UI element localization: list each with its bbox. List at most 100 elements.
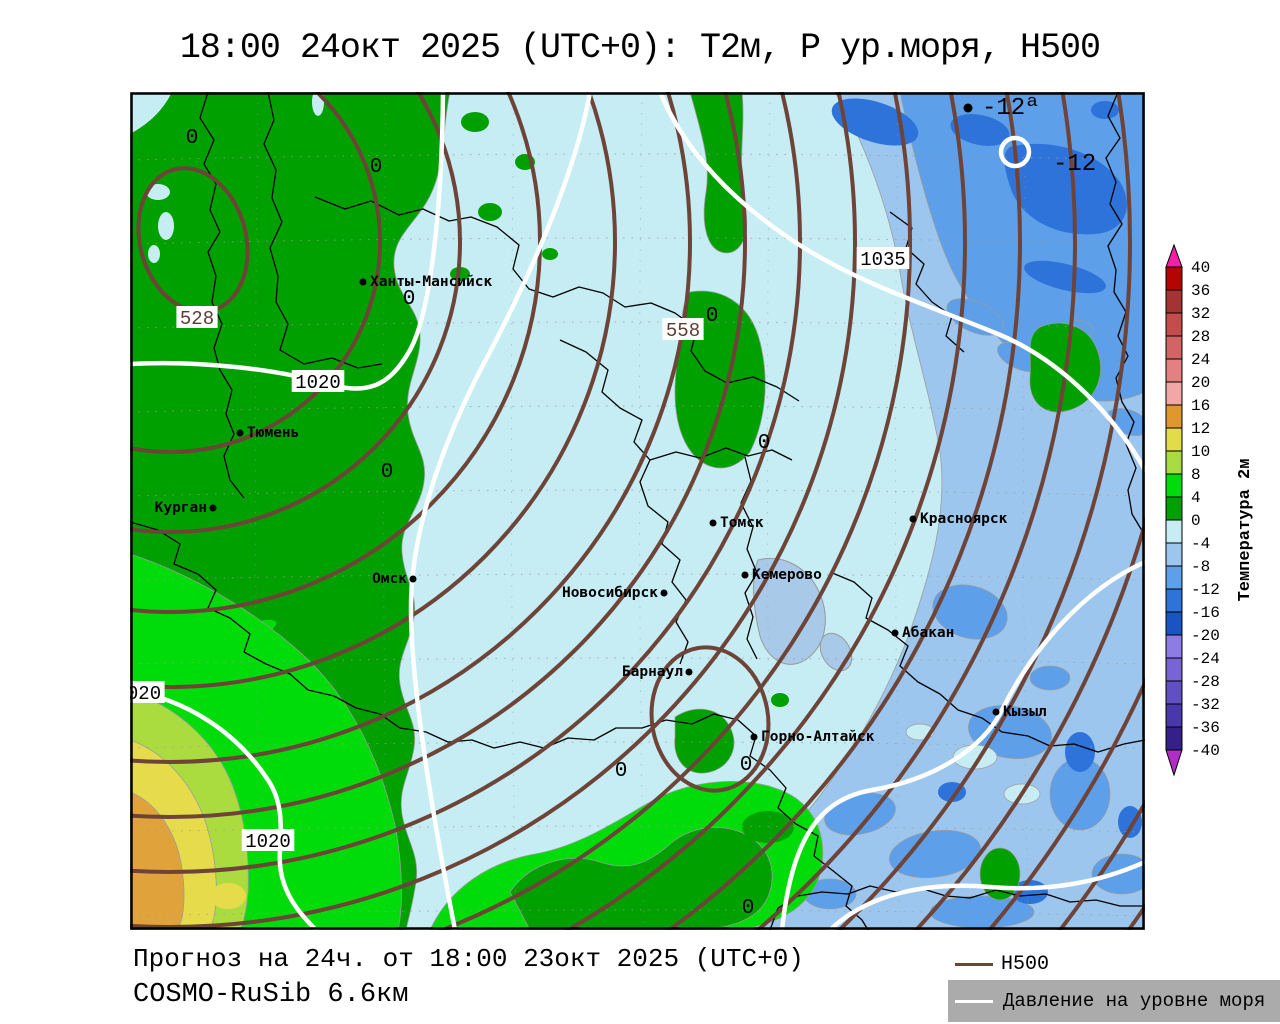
colorbar-segment — [1165, 496, 1183, 521]
temperature-colorbar: 40 36 32 28 24 20 16 12 10 8 4 0 -4 -8 -12 -16 -20 -24 -28… — [1165, 243, 1280, 803]
pressure-contour-label: 1035 — [856, 247, 910, 271]
city-marker: Барнаул — [622, 664, 693, 680]
legend-pressure: Давление на уровне моря — [948, 980, 1280, 1022]
colorbar-segment — [1165, 404, 1183, 429]
temperature-contour-label: 0 — [706, 305, 719, 328]
svg-text:0: 0 — [615, 760, 628, 783]
svg-text:0: 0 — [370, 156, 383, 179]
colorbar-tick-label: -20 — [1191, 627, 1220, 645]
colorbar-segment — [1165, 473, 1183, 498]
colorbar-tick-label: 12 — [1191, 420, 1210, 438]
city-label: Новосибирск — [562, 585, 658, 601]
svg-text:558: 558 — [666, 320, 700, 342]
h500-contour-label: 528 — [176, 306, 218, 330]
city-label: Красноярск — [920, 511, 1008, 527]
colorbar-title: Температура 2м — [1236, 458, 1255, 602]
pressure-contour-label: 020 — [130, 681, 165, 705]
colorbar-tick-label: -32 — [1191, 696, 1220, 714]
city-marker: Томск — [709, 515, 764, 531]
colorbar-segment — [1165, 266, 1183, 291]
colorbar-tick-label: 16 — [1191, 397, 1210, 415]
colorbar-tick-label: -8 — [1191, 558, 1210, 576]
svg-text:-12ª: -12ª — [982, 95, 1040, 122]
city-label: Кызыл — [1003, 704, 1047, 720]
city-label: Кемерово — [752, 567, 822, 583]
svg-text:1020: 1020 — [295, 372, 341, 394]
colorbar-segment — [1165, 289, 1183, 314]
h500-legend-label: H500 — [1001, 953, 1050, 976]
colorbar-segment — [1165, 726, 1183, 751]
svg-text:020: 020 — [130, 683, 161, 705]
map-frame — [130, 92, 1145, 930]
colorbar-tick-label: -12 — [1191, 581, 1220, 599]
pressure-legend-label: Давление на уровне моря — [1003, 990, 1266, 1012]
colorbar-tick-label: -16 — [1191, 604, 1220, 622]
colorbar-segment — [1165, 450, 1183, 475]
colorbar-segment — [1165, 381, 1183, 406]
colorbar-tick-label: 10 — [1191, 443, 1210, 461]
city-label: Горно-Алтайск — [761, 729, 875, 745]
city-label: Курган — [155, 500, 207, 516]
colorbar-segment — [1165, 611, 1183, 636]
city-marker: Омск — [372, 571, 417, 587]
svg-text:-12: -12 — [1053, 151, 1096, 178]
city-label: Ханты-Мансийск — [370, 274, 492, 290]
colorbar-segment — [1165, 588, 1183, 613]
colorbar-tick-label: 4 — [1191, 489, 1201, 507]
page-title: 18:00 24окт 2025 (UTC+0): T2м, P ур.моря… — [179, 28, 1101, 68]
forecast-info-text: Прогноз на 24ч. от 18:00 23окт 2025 (UTC… — [133, 944, 804, 974]
city-label: Томск — [720, 515, 764, 531]
colorbar-segment — [1165, 335, 1183, 360]
legend-h500: H500 — [955, 953, 1049, 976]
colorbar-tick-label: -36 — [1191, 719, 1220, 737]
city-label: Тюмень — [247, 425, 299, 441]
city-marker: Тюмень — [236, 425, 299, 441]
colorbar-segment — [1165, 565, 1183, 590]
svg-text:0: 0 — [186, 127, 199, 150]
colorbar-tick-label: 32 — [1191, 305, 1210, 323]
colorbar-tick-label: 24 — [1191, 351, 1210, 369]
colorbar-segment — [1165, 427, 1183, 452]
colorbar-arrow-bottom — [1165, 749, 1183, 777]
temperature-contour-label: 0 — [740, 754, 753, 777]
svg-text:0: 0 — [381, 461, 394, 484]
city-marker: Горно-Алтайск — [750, 729, 875, 745]
colorbar-segment — [1165, 657, 1183, 682]
temperature-contour-label: 0 — [758, 432, 771, 455]
svg-text:0: 0 — [706, 305, 719, 328]
city-marker: Новосибирск — [562, 585, 668, 601]
temperature-contour-label: -12ª — [963, 95, 1040, 122]
svg-text:0: 0 — [742, 897, 755, 920]
svg-text:0: 0 — [740, 754, 753, 777]
temperature-contour-label: 0 — [381, 461, 394, 484]
city-marker: Кемерово — [741, 567, 822, 583]
svg-text:0: 0 — [758, 432, 771, 455]
colorbar-segment — [1165, 358, 1183, 383]
svg-text:0: 0 — [403, 288, 416, 311]
colorbar-tick-label: 20 — [1191, 374, 1210, 392]
temperature-contour-label: 0 — [615, 760, 628, 783]
h500-contour-label: 558 — [662, 318, 704, 342]
model-name-text: COSMO-RuSib 6.6км — [133, 980, 409, 1010]
colorbar-tick-label: -28 — [1191, 673, 1220, 691]
pressure-contour-label: 1020 — [241, 829, 295, 853]
temperature-contour-label: 0 — [403, 288, 416, 311]
temperature-contour-label: 0 — [370, 156, 383, 179]
city-marker: Кызыл — [992, 704, 1047, 720]
colorbar-tick-label: 28 — [1191, 328, 1210, 346]
city-label: Барнаул — [622, 664, 683, 680]
city-label: Омск — [372, 571, 407, 587]
colorbar-segment — [1165, 519, 1183, 544]
colorbar-tick-label: -24 — [1191, 650, 1220, 668]
svg-text:528: 528 — [180, 308, 214, 330]
temperature-contour-label: -12 — [1053, 151, 1096, 178]
city-label: Абакан — [902, 625, 954, 641]
temperature-contour-label: 0 — [186, 127, 199, 150]
city-marker: Ханты-Мансийск — [359, 274, 492, 290]
map-labels-layer: 1020 1035 1020 020 528 558 0 0 0 0 0 0 0 0 0 -12ª -12 Хан… — [130, 95, 1096, 920]
colorbar-tick-label: 0 — [1191, 512, 1201, 530]
map: 1020 1035 1020 020 528 558 0 0 0 0 0 0 0 0 0 -12ª -12 Хан… — [130, 92, 1145, 930]
temperature-contour-label: 0 — [742, 897, 755, 920]
colorbar-tick-label: 8 — [1191, 466, 1201, 484]
pressure-line-sample — [955, 999, 993, 1003]
